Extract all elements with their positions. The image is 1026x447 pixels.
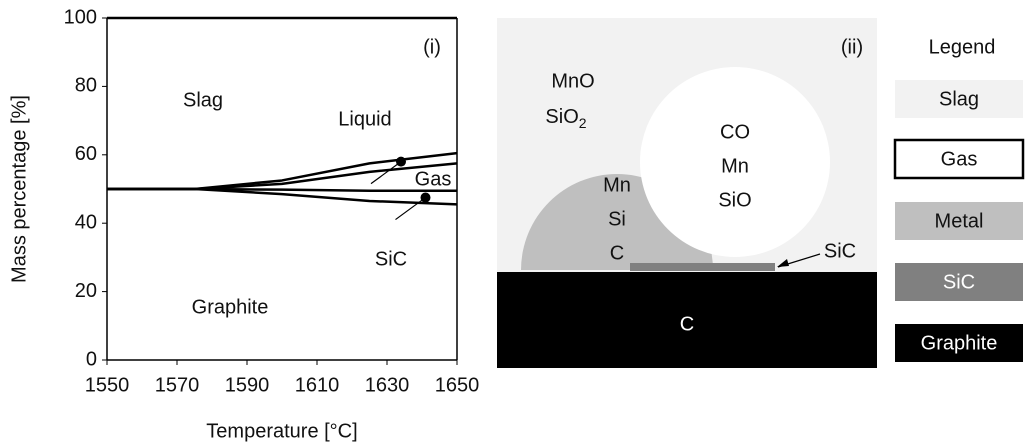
- figure: Mass percentage [%] Temperature [°C] (i)…: [0, 0, 1026, 447]
- sic-layer: [630, 263, 775, 271]
- graphite-text: C: [680, 313, 694, 335]
- x-tick-label: 1610: [295, 374, 340, 396]
- y-axis-label: Mass percentage [%]: [8, 95, 30, 283]
- legend-title: Legend: [929, 36, 996, 58]
- leader-line: [371, 162, 401, 184]
- annotation: SiC: [375, 248, 407, 270]
- metal-text: C: [610, 242, 624, 264]
- metal-text: Si: [608, 208, 626, 230]
- formula: SiO: [545, 106, 578, 128]
- leader-line: [396, 198, 426, 220]
- x-tick-label: 1650: [435, 374, 480, 396]
- panel-label: (ii): [841, 36, 863, 58]
- x-tick-label: 1550: [85, 374, 130, 396]
- y-tick-label: 80: [75, 75, 97, 97]
- x-tick-label: 1630: [365, 374, 410, 396]
- legend-label: Metal: [935, 210, 984, 232]
- x-tick-label: 1590: [225, 374, 270, 396]
- panel-label: (i): [423, 36, 441, 58]
- legend-label: Gas: [941, 148, 978, 170]
- subscript: 2: [579, 115, 587, 131]
- annotation: Slag: [183, 89, 223, 111]
- metal-text: Mn: [603, 174, 631, 196]
- x-tick-label: 1570: [155, 374, 200, 396]
- annotation: Gas: [415, 168, 452, 190]
- y-tick-label: 0: [86, 348, 97, 370]
- gas-text: SiO: [718, 189, 751, 211]
- legend-label: Graphite: [921, 332, 998, 354]
- legend-label: Slag: [939, 88, 979, 110]
- legend: Slag Gas Metal SiC Graphite: [895, 80, 1023, 362]
- x-axis-label: Temperature [°C]: [206, 420, 357, 442]
- legend-label: SiC: [943, 271, 975, 293]
- y-tick-label: 60: [75, 143, 97, 165]
- y-tick-label: 40: [75, 211, 97, 233]
- y-tick-label: 20: [75, 280, 97, 302]
- y-tick-label: 100: [64, 6, 97, 28]
- gas-text: Mn: [721, 155, 749, 177]
- annotation: Liquid: [338, 108, 391, 130]
- plot: 1550 1570 1590 1610 1630 1650 0 20 40 60 80 100 Slag…: [64, 6, 480, 396]
- sic-text: SiC: [824, 240, 856, 262]
- gas-text: CO: [720, 121, 750, 143]
- annotation: Graphite: [192, 296, 269, 318]
- boundary-line: [107, 163, 457, 189]
- slag-text: MnO: [551, 70, 594, 92]
